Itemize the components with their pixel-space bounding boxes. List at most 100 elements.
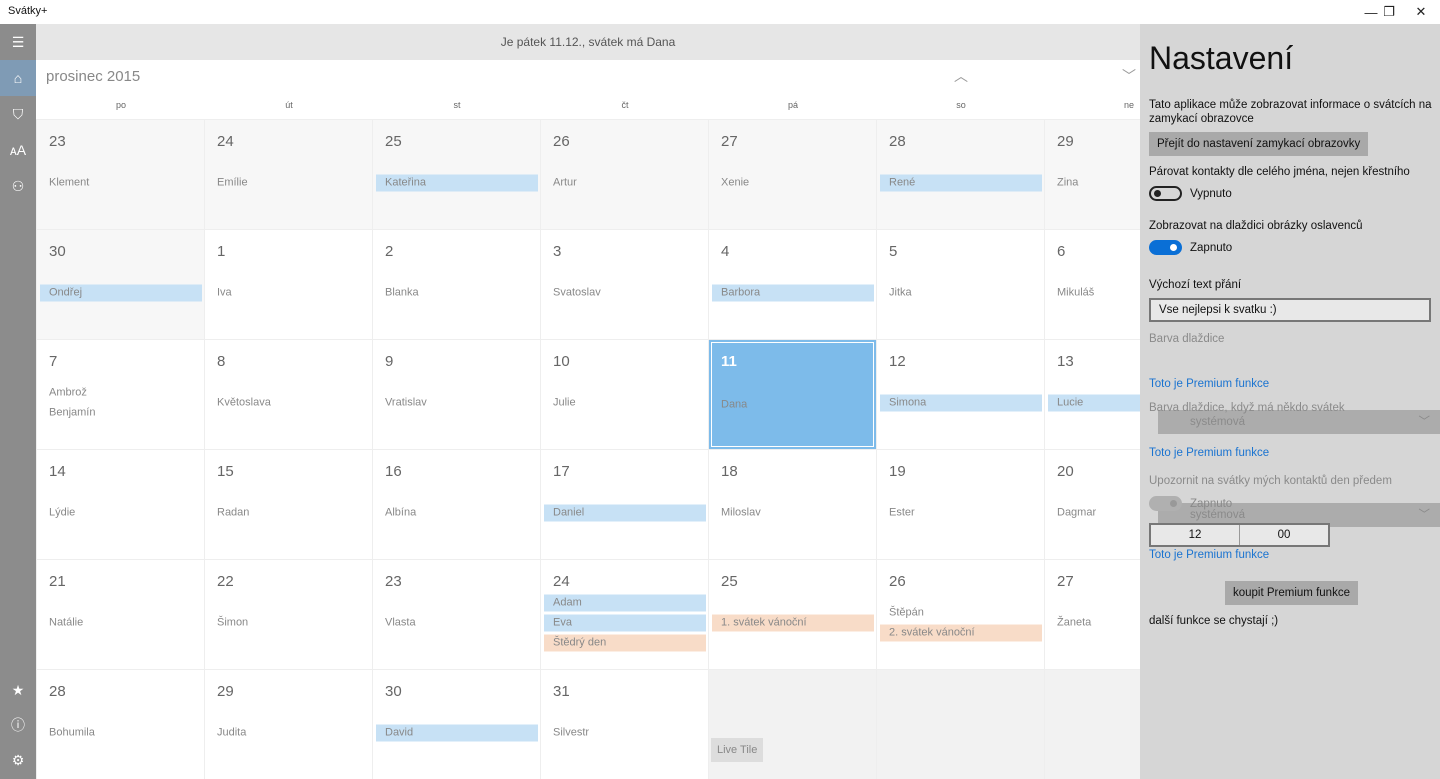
wish-text-input[interactable]: Vse nejlepsi k svatku :) (1149, 298, 1431, 322)
day-number: 30 (49, 243, 66, 260)
nameday-label: Iva (217, 286, 232, 299)
name-list: Štěpán 2. svátek vánoční (880, 605, 1042, 642)
calendar-day[interactable]: 28 Bohumila (37, 670, 204, 779)
notify-toggle[interactable] (1149, 496, 1182, 511)
calendar-day[interactable]: 23 Klement (37, 120, 204, 229)
calendar-day[interactable]: 21 Natálie (37, 560, 204, 669)
day-number: 12 (889, 353, 906, 370)
name-list: Mikuláš (1048, 285, 1140, 302)
info-icon[interactable]: ⓘ (11, 717, 25, 733)
nameday-label: Benjamín (49, 406, 96, 419)
empty-cell (1045, 670, 1140, 779)
font-size-icon[interactable]: ᴀA (9, 142, 27, 158)
minute-field[interactable]: 00 (1277, 529, 1291, 541)
tile-color-holiday-label: Barva dlaždice, když má někdo svátek (1149, 402, 1345, 414)
calendar-day[interactable]: 16 Albína (373, 450, 540, 559)
calendar-day[interactable]: 23 Vlasta (373, 560, 540, 669)
name-list: Květoslava (208, 395, 370, 412)
day-number: 5 (889, 243, 898, 260)
tile-pictures-toggle[interactable] (1149, 240, 1182, 255)
buy-premium-button[interactable]: koupit Premium funkce (1225, 581, 1358, 605)
day-number: 27 (721, 133, 738, 150)
nameday-label: Žaneta (1057, 616, 1092, 629)
calendar-day[interactable]: 25 1. svátek vánoční (709, 560, 876, 669)
calendar-day[interactable]: 6 Mikuláš (1045, 230, 1140, 339)
calendar-day[interactable]: 1 Iva (205, 230, 372, 339)
calendar-day[interactable]: 19 Ester (877, 450, 1044, 559)
nameday-label: Radan (217, 506, 250, 519)
calendar-day[interactable]: 15 Radan (205, 450, 372, 559)
maximize-button[interactable]: ❐ (1383, 4, 1395, 19)
calendar-day[interactable]: 26 Artur (541, 120, 708, 229)
calendar-day[interactable]: 29 Zina (1045, 120, 1140, 229)
lock-screen-settings-button[interactable]: Přejít do nastavení zamykací obrazovky (1149, 132, 1369, 156)
day-number: 9 (385, 353, 394, 370)
calendar-day[interactable]: 24 Emílie (205, 120, 372, 229)
weekday-label: so (956, 100, 966, 110)
name-list: Lýdie (40, 505, 202, 522)
hamburger-icon[interactable]: ☰ (11, 33, 25, 50)
calendar-day[interactable]: 18 Miloslav (709, 450, 876, 559)
star-icon[interactable]: ★ (11, 681, 25, 698)
calendar-day[interactable]: 27 Xenie (709, 120, 876, 229)
holiday-label: 2. svátek vánoční (880, 624, 1042, 642)
calendar-day-selected[interactable]: 11 Dana (709, 340, 876, 449)
calendar-day[interactable]: 17 Daniel (541, 450, 708, 559)
hour-field[interactable]: 12 (1151, 525, 1240, 545)
calendar-day[interactable]: 20 Dagmar (1045, 450, 1140, 559)
day-number: 28 (49, 683, 66, 700)
minimize-button[interactable]: — (1364, 4, 1378, 20)
calendar-day[interactable]: 12 Simona (877, 340, 1044, 449)
calendar-day[interactable]: 31 Silvestr (541, 670, 708, 779)
calendar-day[interactable]: 4 Barbora (709, 230, 876, 339)
calendar-day[interactable]: 30 David (373, 670, 540, 779)
day-number: 18 (721, 463, 738, 480)
day-number: 13 (1057, 353, 1074, 370)
calendar-day[interactable]: 30 Ondřej (37, 230, 204, 339)
calendar-day[interactable]: 27 Žaneta (1045, 560, 1140, 669)
gear-icon[interactable]: ⚙ (11, 751, 25, 768)
calendar-day[interactable]: 25 Kateřina (373, 120, 540, 229)
calendar-day[interactable]: 2 Blanka (373, 230, 540, 339)
live-tile-button[interactable]: Live Tile (711, 738, 764, 762)
calendar-day[interactable]: 8 Květoslava (205, 340, 372, 449)
nameday-label: Lucie (1048, 394, 1140, 412)
calendar-day[interactable]: 9 Vratislav (373, 340, 540, 449)
notify-time-picker[interactable]: 12 00 (1149, 523, 1330, 547)
calendar-day[interactable]: 26 Štěpán 2. svátek vánoční (877, 560, 1044, 669)
calendar-day[interactable]: 28 René (877, 120, 1044, 229)
premium-note-link[interactable]: Toto je Premium funkce (1149, 549, 1270, 561)
day-number: 26 (553, 133, 570, 150)
day-number: 23 (385, 573, 402, 590)
lock-info-text: Tato aplikace může zobrazovat informace … (1149, 99, 1432, 125)
day-number: 25 (385, 133, 402, 150)
day-number: 29 (217, 683, 234, 700)
calendar-day[interactable]: 24 Adam Eva Štědrý den (541, 560, 708, 669)
nameday-label: Simona (880, 394, 1042, 412)
holiday-label: 1. svátek vánoční (712, 614, 874, 632)
tile-color-value: systémová (1190, 416, 1245, 428)
settings-title: Nastavení (1149, 40, 1294, 76)
calendar-day[interactable]: 13 Lucie (1045, 340, 1140, 449)
day-number: 7 (49, 353, 58, 370)
shield-icon[interactable]: ⛉ (12, 105, 24, 122)
nameday-label: Julie (553, 396, 576, 409)
calendar-day[interactable]: 22 Šimon (205, 560, 372, 669)
calendar-day[interactable]: 29 Judita (205, 670, 372, 779)
day-number: 29 (1057, 133, 1074, 150)
pair-contacts-toggle[interactable] (1149, 186, 1182, 201)
previous-month-chevron-up-icon[interactable]: ︿ (954, 68, 968, 84)
home-icon[interactable]: ⌂ (0, 60, 36, 96)
premium-note-link[interactable]: Toto je Premium funkce (1149, 378, 1270, 390)
calendar-day[interactable]: 14 Lýdie (37, 450, 204, 559)
calendar-day[interactable]: 7 Ambrož Benjamín (37, 340, 204, 449)
premium-note-link[interactable]: Toto je Premium funkce (1149, 447, 1270, 459)
tile-color-select[interactable]: systémová ﹀ (1158, 410, 1440, 434)
more-coming-text: další funkce se chystají ;) (1149, 615, 1279, 627)
next-month-chevron-down-icon[interactable]: ﹀ (1122, 68, 1136, 84)
calendar-day[interactable]: 5 Jitka (877, 230, 1044, 339)
close-button[interactable]: ✕ (1415, 4, 1427, 19)
person-icon[interactable]: ⚇ (11, 177, 25, 194)
calendar-day[interactable]: 10 Julie (541, 340, 708, 449)
calendar-day[interactable]: 3 Svatoslav (541, 230, 708, 339)
